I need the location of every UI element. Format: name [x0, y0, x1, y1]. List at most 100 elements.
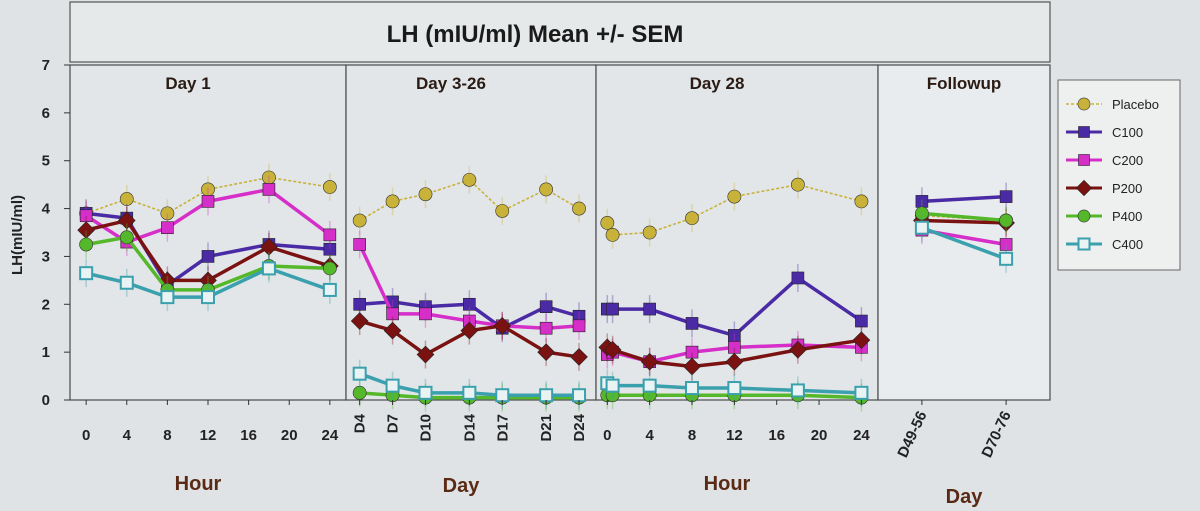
x-tick-label: 8: [688, 427, 696, 444]
y-axis: 0 1 2 3 4 5 6 7: [42, 57, 70, 409]
data-point: [260, 238, 278, 256]
x-tick-label: 24: [853, 427, 870, 444]
x-tick-label: D24: [571, 413, 588, 441]
data-point: [605, 378, 620, 393]
panel-title: Followup: [927, 74, 1002, 93]
data-point: [119, 192, 134, 206]
data-point: [539, 321, 553, 335]
data-point: [685, 211, 699, 226]
data-point: [462, 385, 477, 400]
data-point: [855, 314, 868, 328]
data-point: [201, 250, 215, 263]
data-point: [791, 271, 805, 285]
data-point: [322, 261, 337, 276]
x-tick-label: 24: [322, 427, 339, 444]
legend-label: Placebo: [1112, 97, 1159, 112]
data-point: [685, 317, 699, 330]
x-tick-label: 16: [240, 427, 257, 444]
series-c100: [600, 263, 868, 350]
data-point: [790, 383, 805, 398]
series-line: [921, 194, 1007, 204]
x-axis-label: Hour: [704, 473, 751, 495]
panel-1: Day 1 0 4 8 12 16 20 24 Hour: [69, 64, 347, 495]
data-point: [262, 183, 276, 196]
x-tick-label: 8: [163, 427, 171, 444]
x-tick-label: 4: [645, 427, 654, 444]
legend-item-c100: C100: [1066, 125, 1143, 140]
data-point: [539, 300, 553, 313]
data-point: [385, 194, 400, 209]
panel-title: Day 1: [165, 74, 210, 93]
data-point: [323, 228, 337, 242]
data-point: [418, 385, 433, 400]
x-tick-label: 16: [768, 427, 785, 444]
data-point: [460, 321, 479, 340]
series-c400: [352, 359, 587, 410]
series-line: [85, 176, 330, 215]
legend-marker: [1078, 126, 1090, 138]
y-tick-label: 0: [42, 392, 50, 409]
y-tick-label: 1: [42, 344, 50, 361]
data-point: [495, 204, 510, 218]
data-point: [386, 307, 399, 321]
x-axis-label: Hour: [175, 473, 222, 495]
series-line: [921, 226, 1007, 261]
series-placebo: [600, 170, 869, 249]
series-line: [921, 211, 1007, 223]
data-point: [119, 275, 134, 290]
data-point: [642, 225, 657, 240]
data-point: [727, 381, 742, 396]
legend-marker: [1078, 154, 1090, 166]
panel-frame: [345, 64, 597, 401]
x-tick-label: 20: [811, 427, 828, 444]
series-c100: [915, 182, 1013, 216]
data-point: [353, 297, 366, 311]
legend-label: C100: [1112, 125, 1143, 140]
x-tick-label: 12: [200, 427, 217, 444]
x-tick-label: 4: [123, 427, 132, 444]
data-point: [683, 357, 701, 376]
x-tick-label: 0: [603, 427, 611, 444]
legend-marker: [1075, 179, 1093, 197]
data-point: [201, 290, 215, 305]
data-point: [603, 340, 622, 359]
data-point: [914, 220, 929, 235]
data-point: [160, 206, 175, 221]
panel-frame: [69, 64, 347, 401]
y-axis-label: LH(mIU/ml): [9, 195, 26, 275]
data-point: [572, 201, 586, 216]
data-point: [323, 242, 337, 256]
data-point: [999, 190, 1013, 203]
data-point: [854, 385, 869, 400]
data-point: [572, 388, 587, 403]
data-point: [383, 321, 402, 340]
series-line: [921, 218, 1007, 225]
y-tick-label: 3: [42, 248, 50, 265]
y-tick-label: 7: [42, 57, 50, 74]
data-point: [352, 366, 367, 381]
x-axis-label: Day: [946, 486, 984, 508]
data-point: [385, 378, 400, 393]
data-point: [322, 282, 337, 297]
x-tick-label: 12: [726, 427, 743, 444]
legend-item-placebo: Placebo: [1066, 97, 1159, 112]
series-p200: [350, 307, 588, 371]
x-tick-label: 0: [82, 427, 90, 444]
data-point: [493, 316, 512, 335]
data-point: [570, 348, 588, 366]
y-tick-label: 6: [42, 105, 50, 122]
data-point: [643, 302, 656, 316]
data-point: [790, 177, 805, 192]
series-c200: [353, 230, 586, 343]
panels-group: Day 1 0 4 8 12 16 20 24 Hour Day 3-26 D4 D7 D10 D14 D1…: [69, 64, 1051, 508]
data-point: [322, 180, 337, 194]
data-point: [789, 340, 807, 359]
data-point: [914, 206, 929, 221]
x-tick-label: D17: [494, 414, 511, 442]
data-point: [119, 230, 134, 245]
legend-item-c400: C400: [1066, 237, 1143, 252]
series-c400: [914, 213, 1014, 273]
title-box: [69, 1, 1051, 63]
data-point: [999, 251, 1014, 266]
